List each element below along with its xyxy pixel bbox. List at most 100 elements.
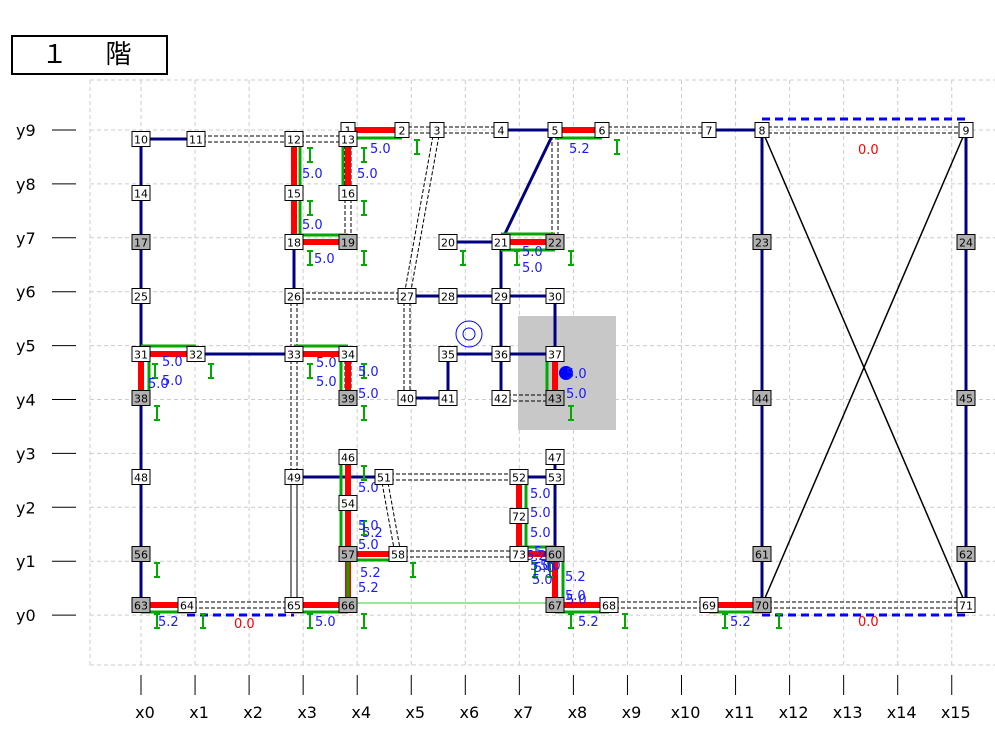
node-label: 23: [755, 237, 769, 250]
node-label: 24: [959, 237, 973, 250]
blue-value-label: 5.0: [566, 387, 587, 402]
node-box: [338, 234, 358, 250]
node-box: [131, 185, 151, 201]
node-box: [438, 288, 458, 304]
blue-value-label: 5.0: [314, 252, 335, 267]
node-label: 14: [134, 188, 148, 201]
cross-brace: [761, 129, 967, 606]
node-label: 69: [702, 600, 716, 613]
node-label: 2: [399, 125, 406, 138]
node-box: [131, 234, 151, 250]
node-box: [131, 390, 151, 406]
node-label: 27: [400, 291, 414, 304]
node-label: 71: [959, 600, 973, 613]
node-box: [752, 597, 772, 613]
node-label: 17: [134, 237, 148, 250]
node-label: 58: [391, 549, 405, 562]
node-box: [438, 390, 458, 406]
node-box: [699, 597, 719, 613]
node-box: [438, 234, 458, 250]
node-box: [131, 288, 151, 304]
beam-dashed: [403, 129, 435, 297]
x-axis-label: x9: [622, 703, 642, 722]
y-axis-label: y3: [16, 444, 36, 463]
node-box: [284, 234, 304, 250]
node-label: 60: [548, 549, 562, 562]
target-icon: [462, 327, 476, 341]
node-box: [956, 234, 976, 250]
blue-value-label: 5.2: [730, 615, 751, 630]
node-label: 67: [548, 600, 562, 613]
x-axis-label: x14: [887, 703, 917, 722]
node-box: [394, 122, 410, 138]
node-label: 57: [341, 549, 355, 562]
node-box: [509, 469, 529, 485]
blue-value-label: 5.0: [370, 142, 391, 157]
blue-value-label: 5.2: [565, 570, 586, 585]
blue-value-label: 5.0: [358, 365, 379, 380]
node-box: [509, 508, 529, 524]
blue-value-label: 5.0: [302, 218, 323, 233]
node-box: [491, 390, 511, 406]
floor-title: １ 階: [11, 35, 168, 75]
node-label: 16: [341, 188, 355, 201]
node-label: 45: [959, 393, 973, 406]
target-icon: [455, 320, 483, 348]
node-label: 49: [287, 472, 301, 485]
x-axis-label: x4: [351, 703, 371, 722]
node-box: [338, 495, 358, 511]
blue-value-label: 5.0: [358, 519, 379, 534]
value-labels: 5.0 5.25.0 5.05.05.0 5.05.05.05.05.05.05.05…: [148, 142, 879, 632]
node-box: [594, 122, 610, 138]
node-box: [956, 390, 976, 406]
node-label: 8: [759, 125, 766, 138]
node-box: [493, 122, 509, 138]
node-label: 52: [512, 472, 526, 485]
node-box: [397, 288, 417, 304]
blue-value-label: 5.0: [315, 615, 336, 630]
node-label: 62: [959, 549, 973, 562]
node-label: 48: [134, 472, 148, 485]
node-box: [438, 346, 458, 362]
y-axis-label: y1: [16, 552, 36, 571]
node-box: [186, 346, 206, 362]
node-box: [545, 546, 565, 562]
node-label: 40: [400, 393, 414, 406]
node-label: 25: [134, 291, 148, 304]
blue-value-label: 5.0: [148, 377, 169, 392]
node-label: 66: [341, 600, 355, 613]
red-value-label: 0.0: [858, 143, 879, 158]
x-axis-label: x15: [941, 703, 971, 722]
x-axis-label: x6: [459, 703, 479, 722]
beam-dashed: [386, 476, 402, 555]
node-box: [491, 234, 511, 250]
nodes: 1234567891011121314151617181920212223242…: [131, 122, 976, 613]
node-box: [491, 288, 511, 304]
x-axis-label: x1: [189, 703, 209, 722]
node-box: [752, 234, 772, 250]
blue-value-label: 5.0: [530, 559, 551, 574]
node-label: 22: [548, 237, 562, 250]
node-box: [284, 597, 304, 613]
node-label: 39: [341, 393, 355, 406]
axis-labels: x0 x1 x2 x3 x4 x5 x6 x7 x8 x9 x10 x11 x12 x13 x14 x15 y9…: [16, 121, 971, 722]
node-box: [752, 390, 772, 406]
y-axis-label: y2: [16, 498, 36, 517]
x-axis-label: x3: [297, 703, 317, 722]
blue-value-label: 5.0: [540, 559, 561, 574]
node-box: [338, 597, 358, 613]
node-box: [754, 122, 770, 138]
node-label: 68: [602, 600, 616, 613]
y-axis-label: y5: [16, 337, 36, 356]
x-axis-label: x12: [779, 703, 809, 722]
node-box: [429, 122, 445, 138]
node-box: [284, 131, 304, 147]
red-value-label: 0.0: [858, 615, 879, 630]
node-label: 34: [341, 349, 355, 362]
node-label: 42: [494, 393, 508, 406]
x-axis-label: x8: [568, 703, 588, 722]
node-box: [599, 597, 619, 613]
blue-value-label: 5.0: [530, 506, 551, 521]
x-axis-label: x2: [243, 703, 263, 722]
